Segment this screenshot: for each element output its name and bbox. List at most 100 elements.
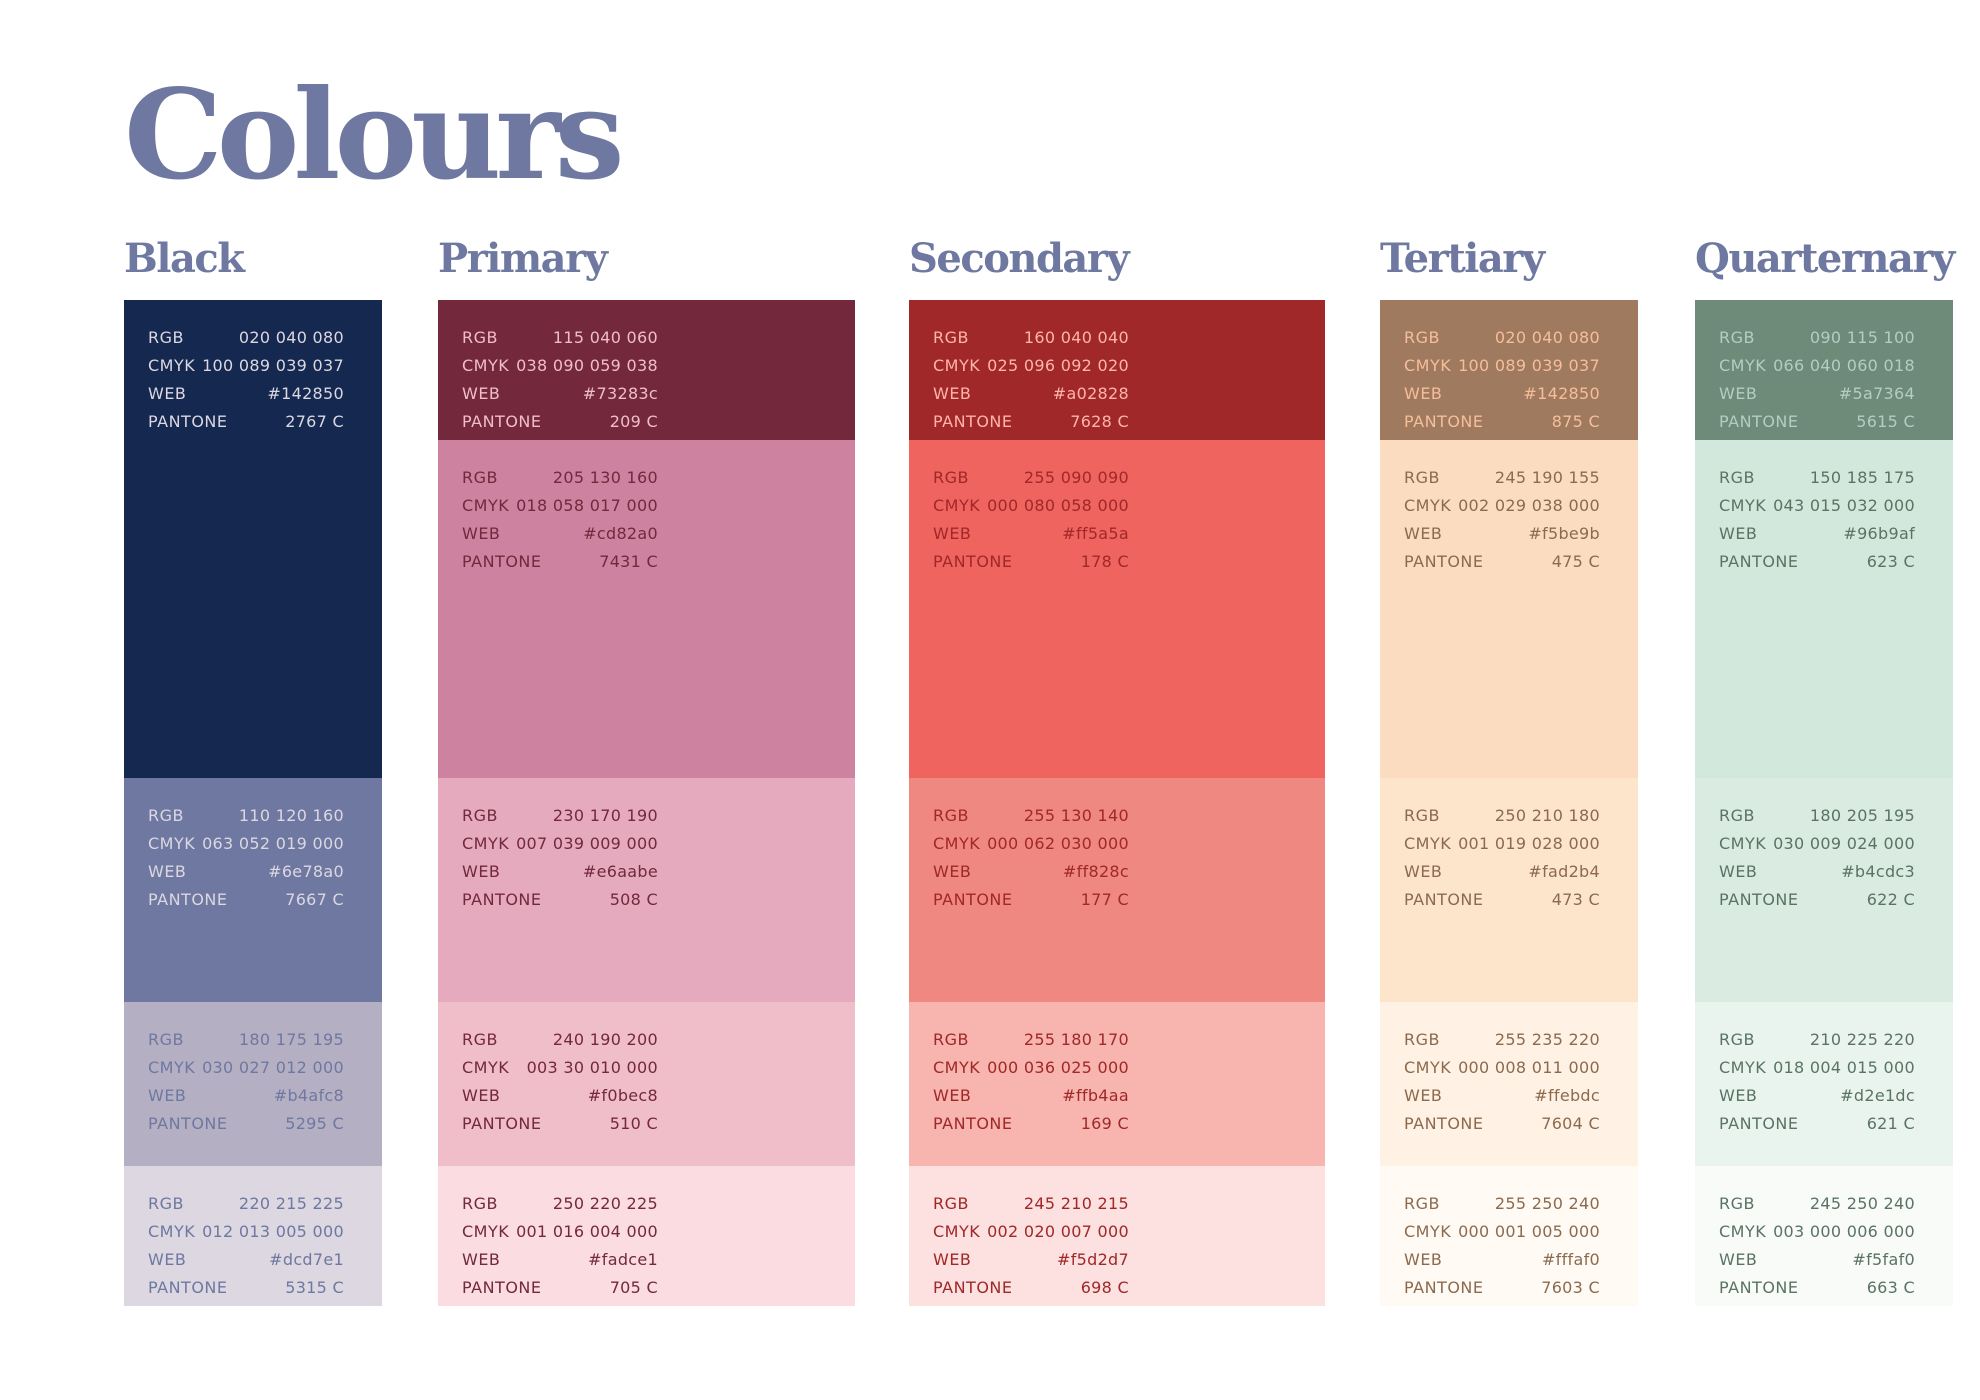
spec-label: PANTONE bbox=[462, 1278, 542, 1297]
colour-spec: RGB 115 040 060 CMYK 038 090 059 038 WEB #732… bbox=[462, 324, 658, 436]
spec-label: CMYK bbox=[462, 1058, 510, 1077]
spec-value: 150 185 175 bbox=[1809, 468, 1915, 487]
spec-value: #142850 bbox=[1523, 384, 1600, 403]
colour-swatch: RGB 245 250 240 CMYK 003 000 006 000 WEB #f5f… bbox=[1695, 1166, 1953, 1306]
spec-label: PANTONE bbox=[148, 412, 228, 431]
spec-label: RGB bbox=[462, 1194, 498, 1213]
spec-row-pantone: PANTONE 209 C bbox=[462, 408, 658, 436]
colour-spec: RGB 180 175 195 CMYK 030 027 012 000 WEB #b4a… bbox=[148, 1026, 344, 1138]
colour-swatch: RGB 180 175 195 CMYK 030 027 012 000 WEB #b4a… bbox=[124, 1002, 382, 1166]
spec-row-pantone: PANTONE 698 C bbox=[933, 1274, 1129, 1302]
spec-label: CMYK bbox=[1719, 356, 1767, 375]
spec-label: RGB bbox=[1719, 806, 1755, 825]
spec-row-pantone: PANTONE 5315 C bbox=[148, 1274, 344, 1302]
spec-label: CMYK bbox=[1719, 834, 1767, 853]
spec-value: 698 C bbox=[1080, 1278, 1129, 1297]
spec-label: PANTONE bbox=[933, 1114, 1013, 1133]
colour-swatch: RGB 150 185 175 CMYK 043 015 032 000 WEB #96b… bbox=[1695, 440, 1953, 778]
colour-swatch: RGB 160 040 040 CMYK 025 096 092 020 WEB #a02… bbox=[909, 300, 1325, 440]
spec-row-pantone: PANTONE 7604 C bbox=[1404, 1110, 1600, 1138]
spec-value: 205 130 160 bbox=[552, 468, 658, 487]
spec-label: PANTONE bbox=[148, 890, 228, 909]
spec-value: 250 210 180 bbox=[1494, 806, 1600, 825]
spec-value: #f5d2d7 bbox=[1057, 1250, 1129, 1269]
spec-row-cmyk: CMYK 030 027 012 000 bbox=[148, 1054, 344, 1082]
spec-row-web: WEB #ff828c bbox=[933, 858, 1129, 886]
colour-swatch: RGB 110 120 160 CMYK 063 052 019 000 WEB #6e7… bbox=[124, 778, 382, 1002]
spec-value: 623 C bbox=[1866, 552, 1915, 571]
spec-value: 7667 C bbox=[285, 890, 344, 909]
spec-value: 255 180 170 bbox=[1023, 1030, 1129, 1049]
spec-value: #ff828c bbox=[1062, 862, 1129, 881]
spec-label: RGB bbox=[933, 328, 969, 347]
spec-value: 018 004 015 000 bbox=[1773, 1058, 1915, 1077]
spec-label: RGB bbox=[1404, 468, 1440, 487]
spec-label: WEB bbox=[1404, 1086, 1443, 1105]
spec-label: RGB bbox=[1719, 328, 1755, 347]
spec-row-cmyk: CMYK 030 009 024 000 bbox=[1719, 830, 1915, 858]
spec-value: 255 130 140 bbox=[1023, 806, 1129, 825]
page-title: Colours bbox=[124, 63, 625, 208]
spec-value: 000 036 025 000 bbox=[987, 1058, 1129, 1077]
spec-value: #96b9af bbox=[1843, 524, 1915, 543]
spec-value: 043 015 032 000 bbox=[1773, 496, 1915, 515]
spec-value: 030 009 024 000 bbox=[1773, 834, 1915, 853]
spec-label: WEB bbox=[1404, 1250, 1443, 1269]
spec-label: PANTONE bbox=[933, 1278, 1013, 1297]
colour-spec: RGB 255 250 240 CMYK 000 001 005 000 WEB #fff… bbox=[1404, 1190, 1600, 1302]
spec-label: CMYK bbox=[1719, 1222, 1767, 1241]
spec-value: 250 220 225 bbox=[552, 1194, 658, 1213]
colour-swatch: RGB 250 210 180 CMYK 001 019 028 000 WEB #fad… bbox=[1380, 778, 1638, 1002]
spec-value: 5315 C bbox=[285, 1278, 344, 1297]
spec-row-pantone: PANTONE 622 C bbox=[1719, 886, 1915, 914]
spec-label: WEB bbox=[1404, 384, 1443, 403]
colour-spec: RGB 110 120 160 CMYK 063 052 019 000 WEB #6e7… bbox=[148, 802, 344, 914]
spec-label: RGB bbox=[462, 468, 498, 487]
spec-row-pantone: PANTONE 2767 C bbox=[148, 408, 344, 436]
spec-label: RGB bbox=[1404, 1194, 1440, 1213]
spec-row-rgb: RGB 205 130 160 bbox=[462, 464, 658, 492]
spec-value: #5a7364 bbox=[1838, 384, 1915, 403]
spec-label: CMYK bbox=[1719, 1058, 1767, 1077]
spec-row-web: WEB #b4cdc3 bbox=[1719, 858, 1915, 886]
spec-label: CMYK bbox=[462, 356, 510, 375]
spec-value: 5295 C bbox=[285, 1114, 344, 1133]
colour-swatch: RGB 220 215 225 CMYK 012 013 005 000 WEB #dcd… bbox=[124, 1166, 382, 1306]
spec-label: WEB bbox=[1719, 1250, 1758, 1269]
spec-row-pantone: PANTONE 621 C bbox=[1719, 1110, 1915, 1138]
spec-label: RGB bbox=[148, 1030, 184, 1049]
spec-value: #73283c bbox=[582, 384, 658, 403]
colour-swatch: RGB 250 220 225 CMYK 001 016 004 000 WEB #fad… bbox=[438, 1166, 855, 1306]
spec-label: CMYK bbox=[933, 1222, 981, 1241]
spec-label: RGB bbox=[933, 468, 969, 487]
spec-row-cmyk: CMYK 001 016 004 000 bbox=[462, 1218, 658, 1246]
spec-row-cmyk: CMYK 063 052 019 000 bbox=[148, 830, 344, 858]
spec-row-rgb: RGB 255 180 170 bbox=[933, 1026, 1129, 1054]
spec-value: 240 190 200 bbox=[552, 1030, 658, 1049]
colour-spec: RGB 090 115 100 CMYK 066 040 060 018 WEB #5a7… bbox=[1719, 324, 1915, 436]
spec-label: PANTONE bbox=[462, 890, 542, 909]
spec-label: WEB bbox=[933, 862, 972, 881]
spec-value: 255 235 220 bbox=[1494, 1030, 1600, 1049]
spec-value: 007 039 009 000 bbox=[516, 834, 658, 853]
spec-row-rgb: RGB 150 185 175 bbox=[1719, 464, 1915, 492]
spec-value: 7431 C bbox=[599, 552, 658, 571]
spec-value: 002 020 007 000 bbox=[987, 1222, 1129, 1241]
spec-row-cmyk: CMYK 000 062 030 000 bbox=[933, 830, 1129, 858]
spec-label: WEB bbox=[148, 384, 187, 403]
colour-spec: RGB 210 225 220 CMYK 018 004 015 000 WEB #d2e… bbox=[1719, 1026, 1915, 1138]
spec-label: CMYK bbox=[462, 834, 510, 853]
colour-spec: RGB 255 090 090 CMYK 000 080 058 000 WEB #ff5… bbox=[933, 464, 1129, 576]
spec-value: 473 C bbox=[1551, 890, 1600, 909]
spec-row-rgb: RGB 110 120 160 bbox=[148, 802, 344, 830]
spec-value: 030 027 012 000 bbox=[202, 1058, 344, 1077]
spec-label: RGB bbox=[462, 806, 498, 825]
spec-row-pantone: PANTONE 5295 C bbox=[148, 1110, 344, 1138]
spec-label: RGB bbox=[1719, 468, 1755, 487]
spec-value: 000 008 011 000 bbox=[1458, 1058, 1600, 1077]
colour-swatch: RGB 205 130 160 CMYK 018 058 017 000 WEB #cd8… bbox=[438, 440, 855, 778]
spec-value: #b4afc8 bbox=[273, 1086, 344, 1105]
colour-swatch: RGB 245 190 155 CMYK 002 029 038 000 WEB #f5b… bbox=[1380, 440, 1638, 778]
spec-value: 003 30 010 000 bbox=[526, 1058, 658, 1077]
spec-label: RGB bbox=[933, 1030, 969, 1049]
